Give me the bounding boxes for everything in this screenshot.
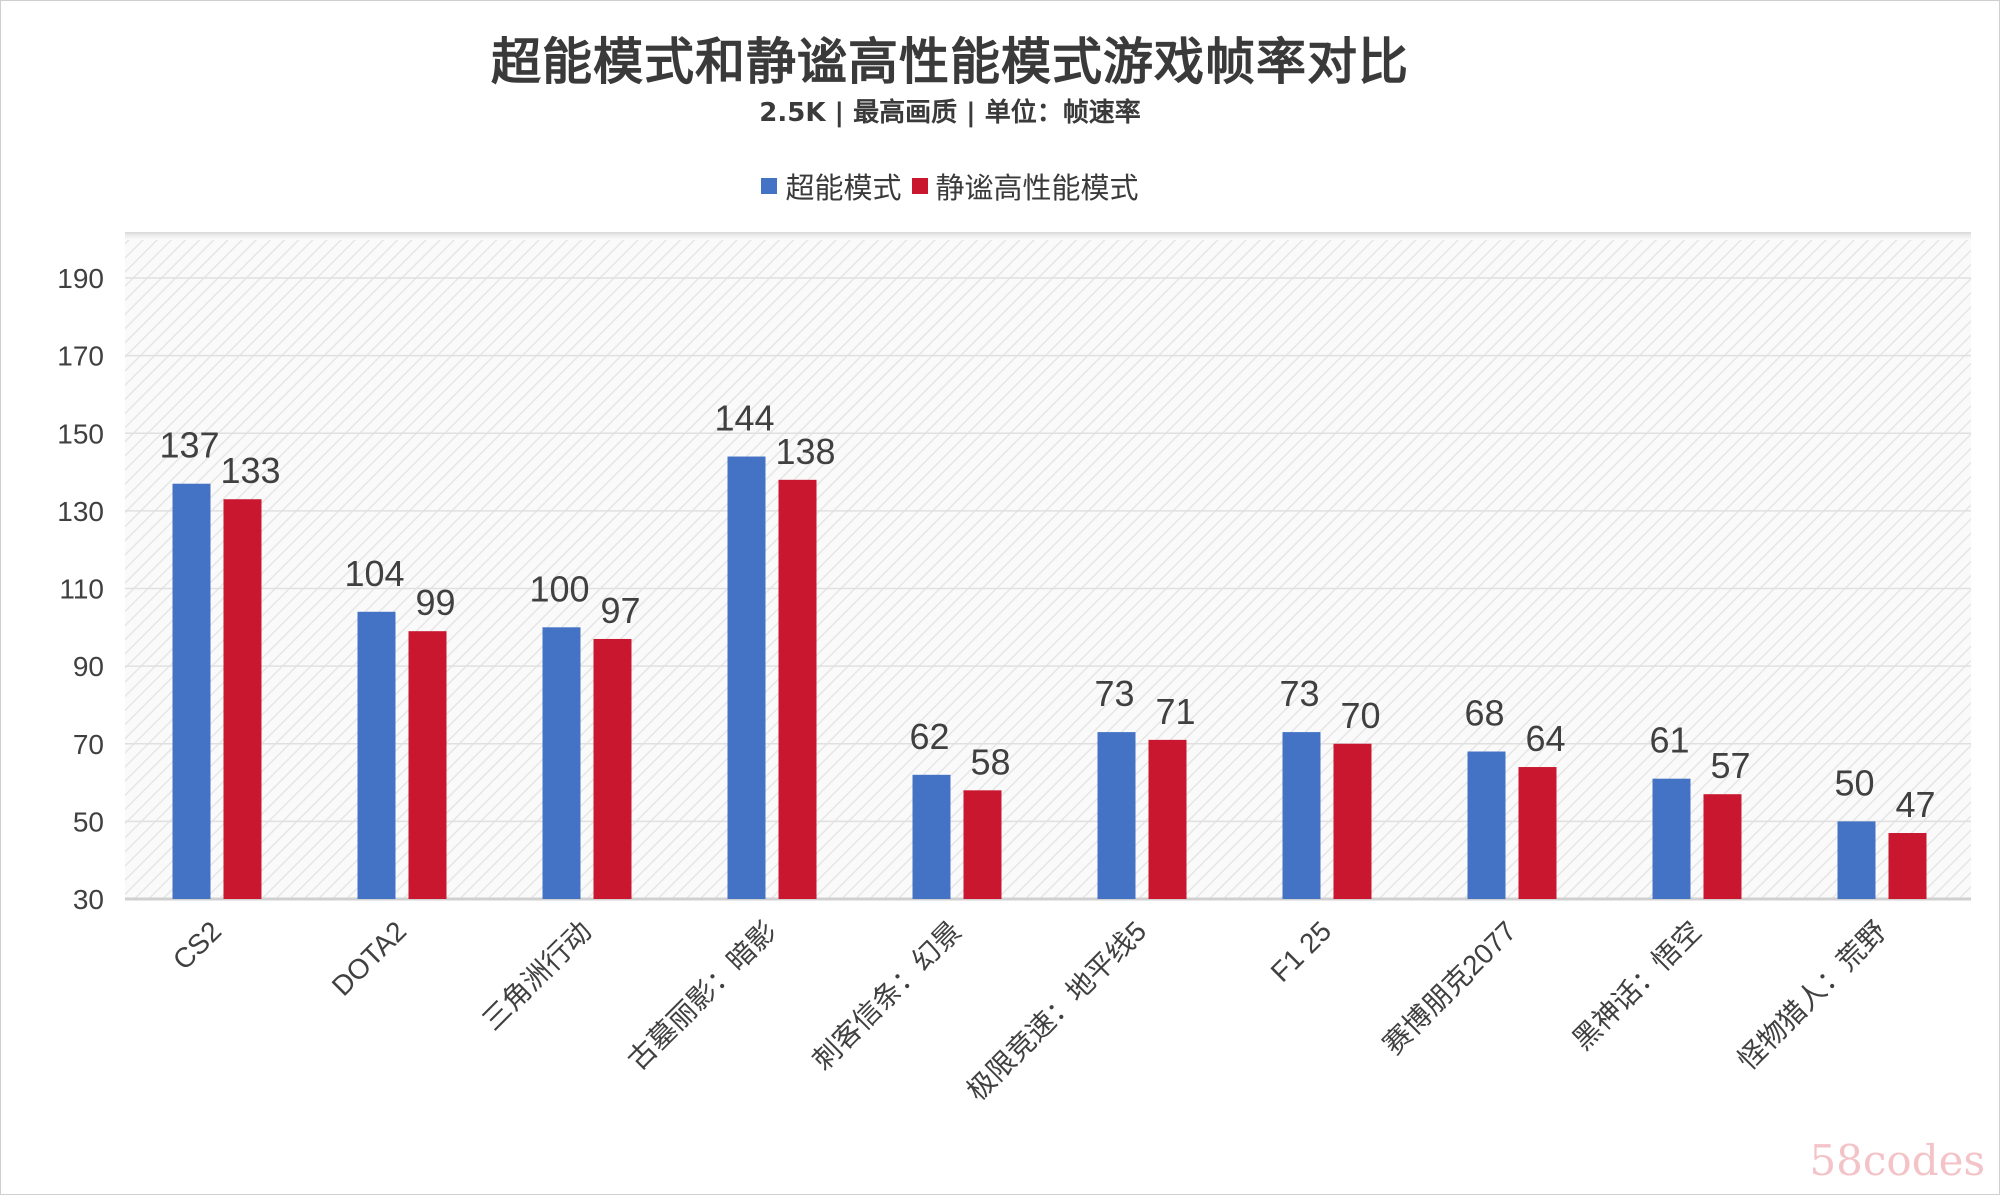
y-tick-label: 150 xyxy=(57,418,104,449)
bar-series-1 xyxy=(1518,767,1557,899)
bar-series-1 xyxy=(1888,833,1927,899)
data-label: 97 xyxy=(600,590,640,631)
bar-series-1 xyxy=(223,499,262,899)
data-label: 61 xyxy=(1649,720,1689,761)
legend: 超能模式 静谧高性能模式 xyxy=(0,165,1900,207)
legend-label: 静谧高性能模式 xyxy=(935,171,1139,205)
y-tick-label: 50 xyxy=(73,806,104,837)
chart-title: 超能模式和静谧高性能模式游戏帧率对比 xyxy=(491,33,1409,91)
bar-series-0 xyxy=(1837,821,1876,899)
legend-item-series-1: 静谧高性能模式 xyxy=(911,165,1139,207)
x-tick-label: F1 25 xyxy=(1265,915,1338,988)
bar-series-0 xyxy=(1467,751,1506,899)
data-label: 104 xyxy=(344,553,404,594)
y-tick-label: 30 xyxy=(73,884,104,915)
data-label: 70 xyxy=(1340,695,1380,736)
watermark: 58codes xyxy=(1809,1136,1985,1185)
bar-series-0 xyxy=(912,774,951,899)
x-tick-label: 黑神话：悟空 xyxy=(1567,915,1708,1056)
x-tick-label: 怪物猎人：荒野 xyxy=(1732,915,1893,1076)
y-tick-label: 90 xyxy=(73,651,104,682)
y-tick-label: 170 xyxy=(57,341,104,372)
data-label: 68 xyxy=(1464,693,1504,734)
y-tick-label: 130 xyxy=(57,496,104,527)
data-label: 50 xyxy=(1834,762,1874,803)
data-label: 73 xyxy=(1279,673,1319,714)
x-tick-label: 古墓丽影：暗影 xyxy=(622,915,783,1076)
bar-series-0 xyxy=(1097,732,1136,899)
y-tick-label: 70 xyxy=(73,729,104,760)
legend-swatch-blue xyxy=(761,178,778,194)
data-label: 99 xyxy=(415,582,455,623)
bar-series-1 xyxy=(1333,743,1372,899)
data-label: 71 xyxy=(1155,691,1195,732)
data-label: 100 xyxy=(529,568,589,609)
x-tick-label: 三角洲行动 xyxy=(476,915,597,1036)
x-tick-label: CS2 xyxy=(167,915,227,975)
legend-label: 超能模式 xyxy=(785,171,902,205)
x-tick-label: DOTA2 xyxy=(326,915,412,1001)
y-tick-label: 110 xyxy=(59,574,104,605)
bar-series-0 xyxy=(542,627,581,899)
data-label: 62 xyxy=(909,716,949,757)
bar-series-0 xyxy=(172,483,211,899)
data-label: 137 xyxy=(159,425,219,466)
bar-series-0 xyxy=(1652,778,1691,899)
data-label: 73 xyxy=(1094,673,1134,714)
data-label: 144 xyxy=(714,398,774,439)
bar-series-1 xyxy=(593,638,632,899)
bar-series-0 xyxy=(1282,732,1321,899)
bar-series-1 xyxy=(1148,739,1187,899)
data-label: 47 xyxy=(1895,784,1935,825)
bar-series-0 xyxy=(727,456,766,899)
x-tick-label: 极限竞速：地平线5 xyxy=(961,915,1152,1106)
chart-subtitle: 2.5K | 最高画质 | 单位：帧速率 xyxy=(759,98,1141,128)
x-tick-label: 赛博朋克2077 xyxy=(1377,915,1522,1060)
data-label: 57 xyxy=(1710,745,1750,786)
bar-series-1 xyxy=(408,631,447,899)
data-label: 58 xyxy=(970,741,1010,782)
y-tick-label: 190 xyxy=(57,263,104,294)
legend-item-series-0: 超能模式 xyxy=(761,165,902,207)
legend-swatch-red xyxy=(911,178,928,194)
x-tick-label: 刺客信条：幻景 xyxy=(807,915,968,1076)
data-label: 138 xyxy=(775,431,835,472)
bar-series-1 xyxy=(1703,794,1742,899)
data-label: 133 xyxy=(220,450,280,491)
data-label: 64 xyxy=(1525,718,1565,759)
bar-series-0 xyxy=(357,611,396,899)
bar-series-1 xyxy=(963,790,1002,899)
bar-series-1 xyxy=(778,479,817,899)
